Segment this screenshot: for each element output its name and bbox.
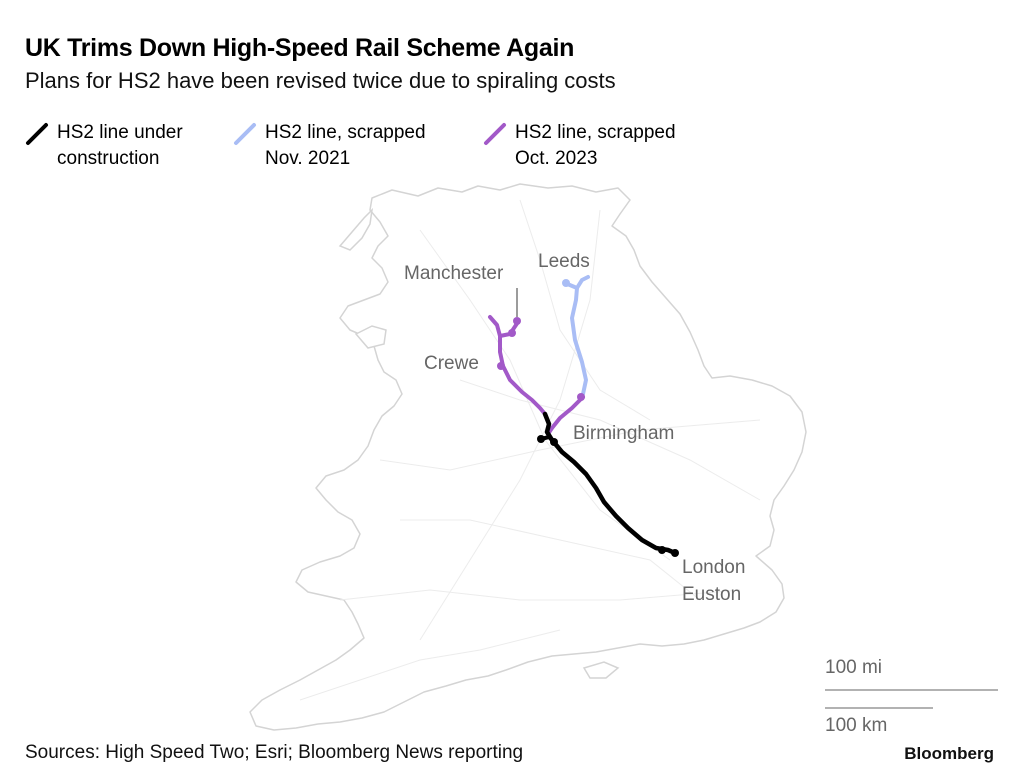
birmingham-label: Birmingham <box>573 423 674 444</box>
construction-line-swatch-icon <box>26 123 48 145</box>
great-britain-landmass <box>249 183 807 731</box>
chart-subtitle: Plans for HS2 have been revised twice du… <box>25 68 616 93</box>
hs2-construction-line <box>542 411 678 556</box>
leeds-label: Leeds <box>538 251 590 272</box>
bloomberg-logo: Bloomberg <box>904 744 994 763</box>
hs2-scrapped-2023-west-line <box>488 315 547 416</box>
scale-label-km: 100 km <box>825 715 888 736</box>
station-markers <box>497 279 679 557</box>
legend-label-scrapped-2023: HS2 line, scrapped Oct. 2023 <box>515 122 676 169</box>
legend-item-construction: HS2 line under construction <box>25 120 257 172</box>
isle-of-wight-landmass <box>582 661 620 679</box>
legend-label-construction: HS2 line under construction <box>57 122 183 169</box>
anglesey-landmass <box>354 325 387 349</box>
scrapped-2021-line-swatch-icon <box>234 123 256 145</box>
leeds-station-marker <box>562 279 570 287</box>
london-euston-marker <box>671 549 679 557</box>
birmingham-curzon-street-marker <box>537 435 545 443</box>
east-midlands-station-marker <box>577 393 585 401</box>
road-network <box>299 199 761 701</box>
manchester-station-marker <box>513 317 521 325</box>
hs2-scrapped-2021-line <box>563 281 588 396</box>
old-oak-common-marker <box>658 546 666 554</box>
scrapped-2023-line-swatch-icon <box>484 123 506 145</box>
birmingham-interchange-marker <box>550 438 558 446</box>
hs2-scrapped-2023-east-line <box>546 395 585 436</box>
london-label: London <box>682 557 745 578</box>
hs2-scrapped-2021-branch <box>575 275 590 290</box>
isle-of-man-landmass <box>338 207 374 251</box>
sources-note: Sources: High Speed Two; Esri; Bloomberg… <box>25 742 524 763</box>
legend-item-scrapped-2021: HS2 line, scrapped Nov. 2021 <box>233 120 465 172</box>
euston-label: Euston <box>682 584 741 605</box>
chart-title: UK Trims Down High-Speed Rail Scheme Aga… <box>25 34 575 62</box>
manchester-label: Manchester <box>404 263 504 284</box>
crewe-station-marker <box>497 362 505 370</box>
crewe-label: Crewe <box>424 353 479 374</box>
manchester-airport-station-marker <box>508 329 516 337</box>
legend-item-scrapped-2023: HS2 line, scrapped Oct. 2023 <box>483 120 715 172</box>
legend: HS2 line under construction HS2 line, sc… <box>25 120 745 180</box>
legend-label-scrapped-2021: HS2 line, scrapped Nov. 2021 <box>265 122 426 169</box>
scale-label-miles: 100 mi <box>825 657 883 678</box>
